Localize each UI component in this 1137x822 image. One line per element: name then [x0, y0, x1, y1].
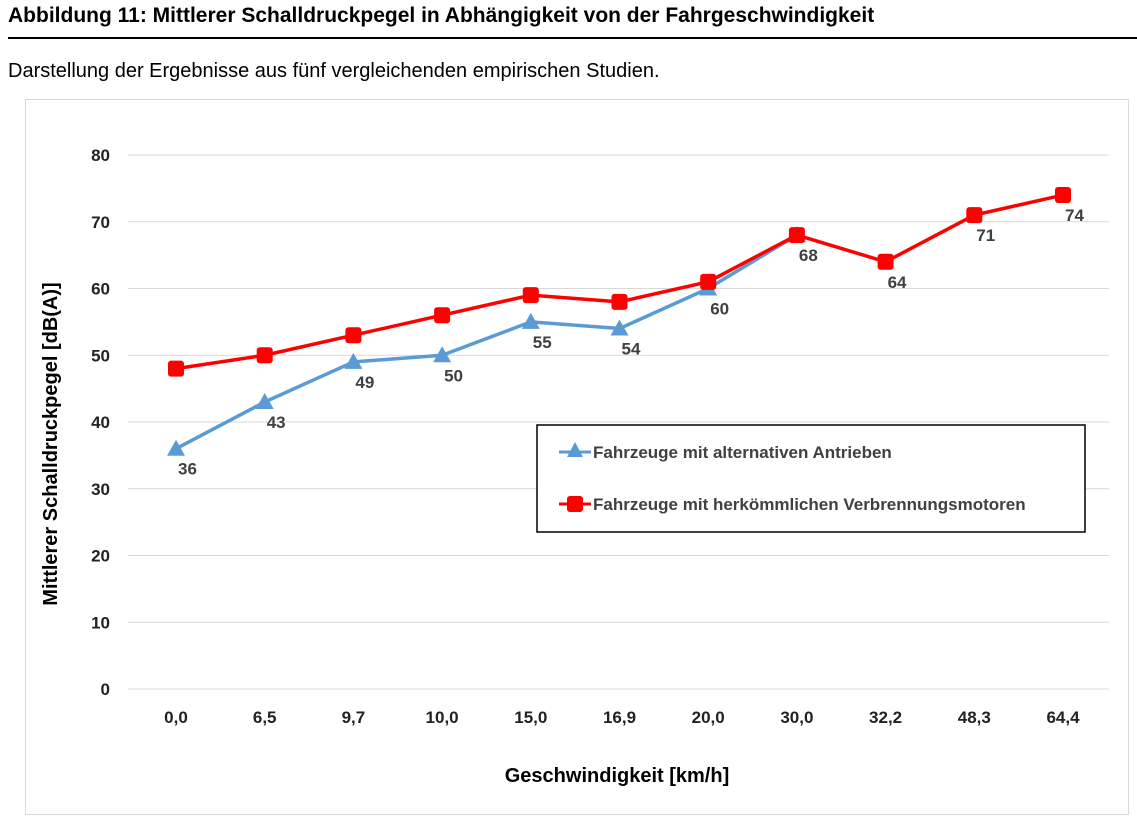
data-point [522, 287, 539, 304]
y-tick-label: 80 [91, 146, 110, 165]
x-tick-label: 32,2 [869, 708, 902, 727]
legend-box [536, 424, 1086, 533]
legend-square-marker-icon [567, 496, 583, 512]
data-point [168, 360, 184, 377]
y-tick-label: 40 [91, 413, 110, 432]
y-axis-title: Mittlerer Schalldruckpegel [dB(A)] [40, 282, 62, 605]
x-tick-label: 30,0 [780, 708, 813, 727]
y-tick-label: 0 [101, 680, 110, 699]
x-tick-label: 64,4 [1046, 708, 1080, 727]
data-label: 49 [355, 373, 374, 392]
data-point [521, 312, 540, 329]
data-label: 54 [622, 340, 641, 359]
x-axis-title: Geschwindigkeit [km/h] [505, 765, 729, 787]
line-chart: 0 10 20 30 40 50 60 70 80 0,0 6,5 9,7 10,0 15,0 16,9 2… [40, 146, 1109, 787]
data-labels: 36 43 49 50 55 54 60 68 64 71 74 [178, 206, 1084, 479]
data-point [788, 227, 805, 244]
series-line [175, 193, 1064, 371]
x-tick-label: 15,0 [514, 708, 547, 727]
series-alternative [167, 226, 806, 456]
series-conventional [168, 187, 1071, 377]
chart-area: 0 10 20 30 40 50 60 70 80 0,0 6,5 9,7 10,0 15,0 16,9 2… [25, 99, 1129, 815]
y-tick-label: 10 [91, 613, 110, 632]
data-point [700, 273, 717, 290]
data-label: 74 [1065, 206, 1084, 225]
figure-caption: Darstellung der Ergebnisse aus fünf verg… [8, 60, 660, 82]
y-axis-ticks: 0 10 20 30 40 50 60 70 80 [91, 146, 110, 699]
y-tick-label: 60 [91, 280, 110, 299]
y-tick-label: 20 [91, 547, 110, 566]
data-point [966, 207, 983, 224]
legend-label-conventional: Fahrzeuge mit herkömmlichen Verbrennungs… [593, 495, 1026, 514]
data-label: 71 [976, 226, 995, 245]
data-label: 36 [178, 460, 197, 479]
legend-triangle-marker-icon [567, 442, 583, 457]
data-point [1055, 187, 1071, 204]
x-tick-label: 9,7 [342, 708, 366, 727]
data-point [610, 319, 629, 336]
grid [128, 154, 1109, 690]
data-point [344, 352, 363, 369]
data-point [611, 293, 628, 310]
title-divider [8, 37, 1137, 39]
data-point [256, 347, 273, 364]
series [167, 187, 1071, 456]
data-point [345, 327, 362, 344]
x-tick-label: 10,0 [426, 708, 459, 727]
data-label: 64 [888, 273, 907, 292]
x-tick-label: 6,5 [253, 708, 277, 727]
y-tick-label: 70 [91, 213, 110, 232]
figure-title: Abbildung 11: Mittlerer Schalldruckpegel… [8, 4, 875, 27]
x-tick-label: 20,0 [692, 708, 725, 727]
x-tick-label: 16,9 [603, 708, 636, 727]
legend-label-alternative: Fahrzeuge mit alternativen Antrieben [593, 443, 892, 462]
y-tick-label: 30 [91, 480, 110, 499]
legend-item-alternative: Fahrzeuge mit alternativen Antrieben [559, 442, 892, 462]
y-tick-label: 50 [91, 346, 110, 365]
series-line [175, 233, 798, 451]
data-point [167, 439, 185, 456]
x-axis-ticks: 0,0 6,5 9,7 10,0 15,0 16,9 20,0 30,0 32,2 48,3 64,… [164, 708, 1080, 727]
data-label: 50 [444, 366, 463, 385]
legend-item-conventional: Fahrzeuge mit herkömmlichen Verbrennungs… [559, 495, 1026, 514]
data-point [433, 346, 452, 363]
x-tick-label: 0,0 [164, 708, 188, 727]
data-label: 60 [710, 300, 729, 319]
data-point [877, 253, 894, 270]
data-label: 55 [533, 333, 552, 352]
data-point [434, 307, 451, 324]
legend: Fahrzeuge mit alternativen Antrieben Fah… [536, 424, 1086, 533]
x-tick-label: 48,3 [958, 708, 991, 727]
data-point [255, 392, 274, 409]
data-label: 68 [799, 246, 818, 265]
data-label: 43 [267, 413, 286, 432]
